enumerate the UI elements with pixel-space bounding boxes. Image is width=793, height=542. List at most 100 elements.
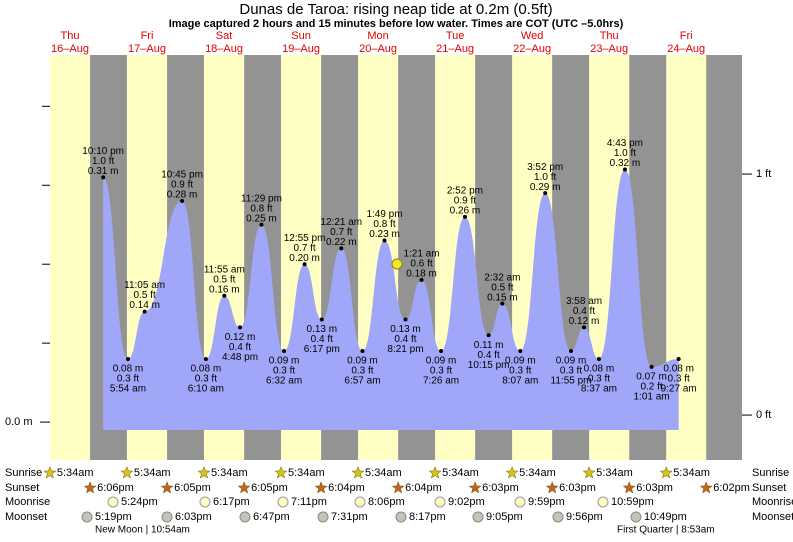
height-ft: 0.8 ft [373,219,395,230]
day-date: 16–Aug [51,43,89,55]
tide-point [125,356,130,361]
tide-point [302,262,307,267]
height-ft: 0.9 ft [454,195,476,206]
tide-point [500,301,505,306]
event-time: 10:45 pm [161,170,203,181]
height-m: 0.25 m [246,213,277,224]
height-m: 0.16 m [209,284,240,295]
height-m: 0.23 m [369,229,400,240]
height-ft: 0.3 ft [351,366,373,377]
tide-point [101,175,106,180]
tide-point [238,325,243,330]
event-time: 6:57 am [344,376,380,387]
moonrise-time: 6:17pm [213,496,250,508]
sunrise-time: 5:34am [365,467,402,479]
sunset-time: 6:05pm [174,482,211,494]
sun-icon [622,481,636,494]
height-ft: 0.9 ft [171,180,193,191]
sunset-time: 6:03pm [482,482,519,494]
moonset-icon [317,511,329,523]
event-time: 6:32 am [266,376,302,387]
height-ft: 0.3 ft [273,366,295,377]
moonset-time: 10:49pm [644,511,687,523]
day-date: 24–Aug [667,43,705,55]
sun-icon [314,481,328,494]
height-m: 0.12 m [225,332,256,343]
tide-point [462,214,467,219]
height-m: 0.13 m [307,324,338,335]
height-m: 0.29 m [530,182,561,193]
day-name: Mon [367,30,388,42]
tide-point [676,356,681,361]
height-ft: 0.7 ft [330,227,352,238]
y-tick-label: 0.0 m [5,416,33,428]
moonset-icon [239,511,251,523]
tide-point [596,356,601,361]
moonrise-time: 7:11pm [291,496,327,508]
height-m: 0.09 m [556,356,587,367]
height-m: 0.18 m [406,269,437,280]
day-date: 19–Aug [282,43,320,55]
tide-area [103,169,679,430]
sunrise-time: 5:34am [288,467,325,479]
height-ft: 0.3 ft [509,366,531,377]
height-ft: 1.0 ft [614,148,636,159]
event-time: 9:27 am [661,384,697,395]
moonset-icon [161,511,173,523]
sunset-time: 6:03pm [636,482,673,494]
height-m: 0.09 m [347,356,378,367]
moon-phase: First Quarter | 8:53am [617,525,715,536]
height-m: 0.26 m [450,205,481,216]
day-name: Wed [521,30,543,42]
moonset-time: 8:17pm [409,511,446,523]
sunset-label: Sunset [5,482,39,494]
y2-tick-label: 1 ft [756,168,771,180]
sun-icon [83,481,97,494]
day-name: Tue [446,30,465,42]
moonrise-icon [199,496,211,508]
current-position [391,258,403,270]
moonset-icon [472,511,484,523]
tide-point [419,278,424,282]
event-time: 4:43 pm [607,138,643,149]
day-date: 20–Aug [359,43,397,55]
sunrise-time: 5:34am [211,467,248,479]
tide-point [649,364,654,369]
moonset-icon [81,511,93,523]
event-time: 11:55 am [204,264,245,275]
height-ft: 1.0 ft [534,172,556,183]
moonset-time: 5:19pm [95,511,132,523]
tide-point [203,356,208,361]
tide-point [486,333,491,338]
day-band [49,55,91,460]
event-time: 3:58 am [566,296,602,307]
event-time: 6:10 am [188,384,224,395]
sun-icon [582,466,596,479]
tide-point [180,199,185,204]
event-time: 3:52 pm [527,162,563,173]
moonset-icon [630,511,642,523]
moonset-label: Moonset [752,511,793,523]
tide-point [439,349,444,354]
event-time: 11:05 am [124,280,165,291]
day-name: Fri [141,30,154,42]
sun-icon [197,466,211,479]
moonrise-label: Moonrise [5,496,50,508]
height-m: 0.13 m [390,324,421,335]
tide-point [259,222,264,227]
event-time: 8:21 pm [387,344,423,355]
height-m: 0.08 m [113,364,144,375]
tide-point [282,349,287,354]
sunset-time: 6:02pm [713,482,750,494]
event-time: 12:21 am [320,217,362,228]
sunrise-label: Sunrise [752,467,789,479]
height-ft: 0.3 ft [430,366,452,377]
event-time: 4:48 pm [222,352,258,363]
sunrise-time: 5:34am [519,467,556,479]
moonrise-time: 9:59pm [528,496,565,508]
tide-point [543,191,548,196]
moonrise-icon [354,496,366,508]
sun-icon [428,466,442,479]
height-ft: 0.3 ft [668,374,690,385]
